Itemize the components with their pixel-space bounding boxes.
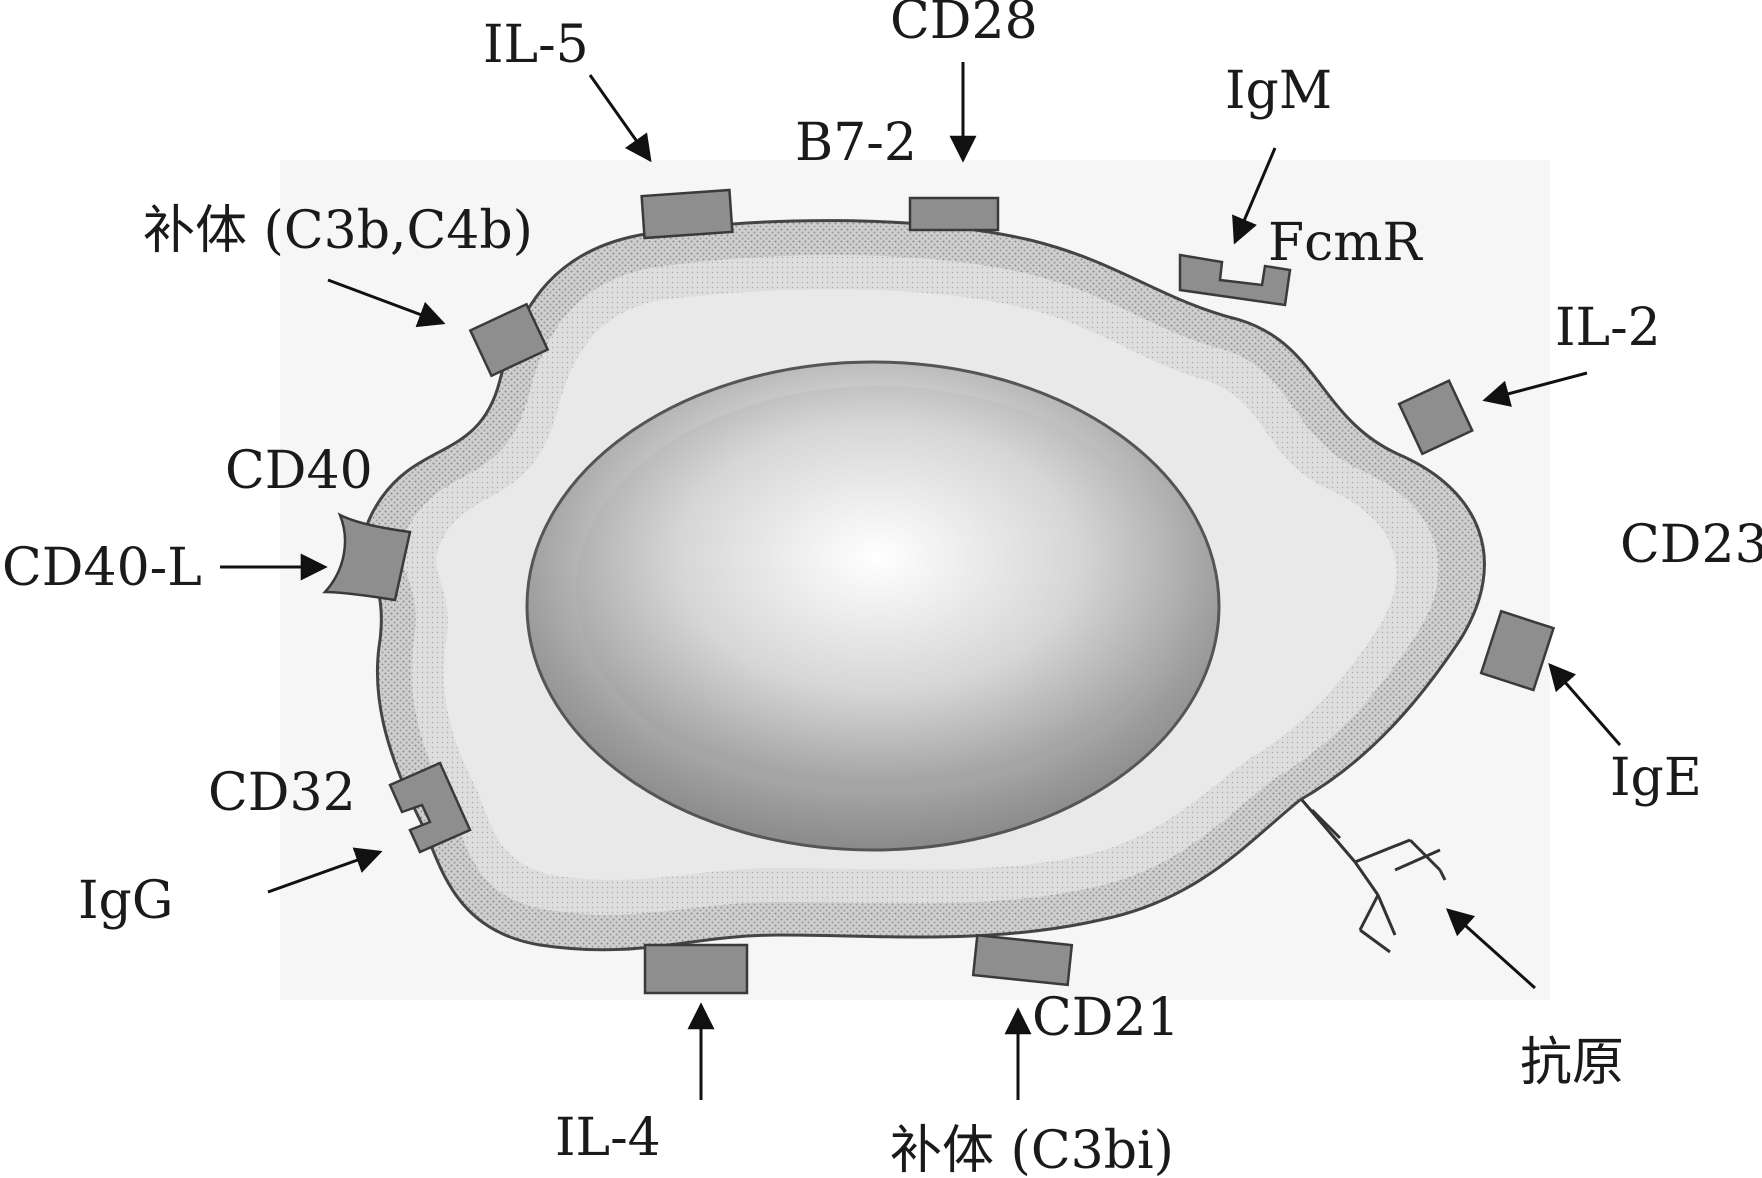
il4-receptor (643, 943, 749, 995)
b7-2-label: B7-2 (795, 113, 917, 173)
antigen-label: 抗原 (1520, 1033, 1624, 1093)
fcmr-receptor (1178, 253, 1292, 307)
il2-label: IL-2 (1555, 298, 1661, 358)
complement-c3b-c4b-label: 补体 (C3b,C4b) (143, 201, 533, 261)
igm-label: IgM (1225, 61, 1332, 121)
complement-c3bi-label: 补体 (C3bi) (890, 1121, 1174, 1178)
cd40-receptor (322, 512, 412, 602)
il5-arrow (588, 74, 652, 163)
fcmr-label: FcmR (1268, 213, 1424, 273)
igm-arrow (1232, 147, 1277, 245)
il5-label: IL-5 (483, 15, 589, 75)
nucleus-interior (576, 386, 1180, 794)
cd40-label: CD40 (225, 441, 373, 501)
cd32-receptor (388, 761, 472, 854)
antigen-arrow (1445, 908, 1537, 990)
ige-label: IgE (1610, 748, 1702, 808)
cd32-label: CD32 (208, 763, 356, 823)
c3b-c4b-receptor (468, 302, 550, 378)
cd21-receptor (971, 933, 1074, 987)
il5-receptor (640, 188, 734, 240)
igg-arrow (267, 847, 383, 894)
cd21-label: CD21 (1032, 988, 1180, 1048)
cd28-label: CD28 (890, 0, 1038, 51)
cd40-l-label: CD40-L (2, 538, 202, 598)
c3b-c4b-arrow (327, 278, 446, 328)
b7-2-receptor (908, 196, 1000, 232)
il2-arrow (1482, 371, 1588, 407)
cd23-receptor (1479, 609, 1556, 692)
cd23-label: CD23 (1620, 515, 1762, 575)
ige-arrow (1548, 662, 1622, 746)
il4-label: IL-4 (555, 1108, 661, 1168)
il2-receptor (1397, 379, 1474, 456)
antigen-antibody-complex (1300, 799, 1447, 954)
igg-label: IgG (78, 871, 173, 931)
